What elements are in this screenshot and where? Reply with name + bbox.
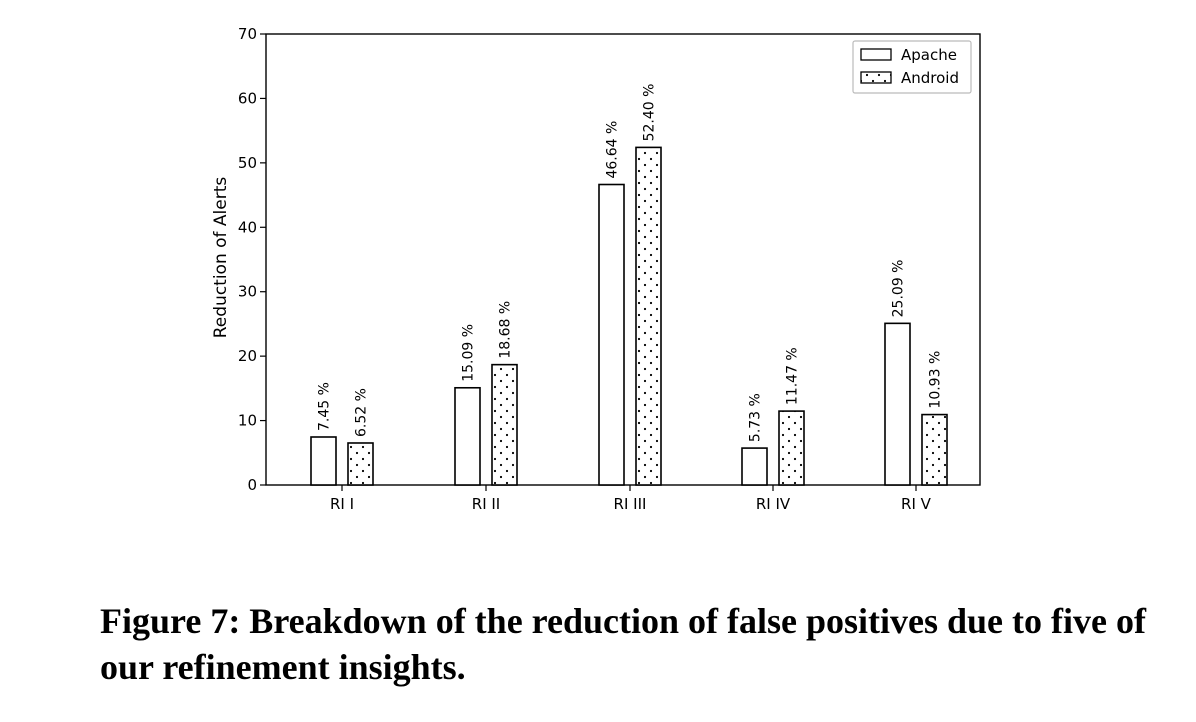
- bar-value-label: 46.64 %: [605, 121, 621, 179]
- y-tick-label: 60: [238, 89, 257, 107]
- bar-apache: [884, 322, 911, 486]
- bar-value-label: 5.73 %: [748, 393, 764, 442]
- bar-value-label: 6.52 %: [354, 388, 370, 437]
- bar-value-label: 18.68 %: [498, 301, 514, 359]
- y-tick-label: 0: [247, 476, 257, 494]
- legend-swatch-android: [860, 71, 892, 84]
- bar-android: [635, 146, 662, 486]
- y-tick-label: 50: [238, 154, 257, 172]
- bar-android: [347, 442, 374, 486]
- y-tick-label: 70: [238, 25, 257, 43]
- bars-group: [310, 146, 948, 486]
- y-tick-label: 30: [238, 283, 257, 301]
- bar-value-label: 10.93 %: [928, 351, 944, 409]
- y-axis-label: Reduction of Alerts: [211, 177, 231, 339]
- x-axis: RI I RI II RI III RI IV RI V: [330, 485, 932, 513]
- bar-value-label: 25.09 %: [891, 260, 907, 318]
- bar-apache: [310, 436, 337, 486]
- figure-caption: Figure 7: Breakdown of the reduction of …: [100, 601, 1146, 687]
- x-tick-label: RI II: [472, 495, 500, 513]
- bar-value-label: 11.47 %: [785, 347, 801, 405]
- bar-apache: [454, 386, 481, 486]
- bar-apache: [741, 447, 768, 486]
- bar-chart: 0 10 20 30 40 50 60 70 RI I RI II RI III RI IV RI V…: [211, 25, 981, 513]
- y-tick-label: 10: [238, 412, 257, 430]
- bar-labels-group: 7.45 % 15.09 % 46.64 % 5.73 % 25.09 % 6.52 % 1…: [317, 84, 944, 443]
- y-tick-label: 40: [238, 218, 257, 236]
- bar-value-label: 52.40 %: [642, 84, 658, 142]
- x-tick-label: RI III: [614, 495, 647, 513]
- bar-value-label: 15.09 %: [461, 324, 477, 382]
- bar-android: [778, 410, 805, 486]
- x-tick-label: RI IV: [756, 495, 791, 513]
- bar-value-label: 7.45 %: [317, 382, 333, 431]
- bar-apache: [598, 183, 625, 486]
- x-tick-label: RI I: [330, 495, 354, 513]
- y-axis: 0 10 20 30 40 50 60 70: [238, 25, 266, 494]
- y-tick-label: 20: [238, 347, 257, 365]
- legend-label-android: Android: [901, 69, 959, 87]
- legend-label-apache: Apache: [901, 46, 957, 64]
- bar-android: [491, 363, 518, 486]
- legend-swatch-apache: [860, 48, 892, 61]
- x-tick-label: RI V: [901, 495, 932, 513]
- legend: Apache Android: [852, 40, 972, 94]
- bar-android: [921, 413, 948, 486]
